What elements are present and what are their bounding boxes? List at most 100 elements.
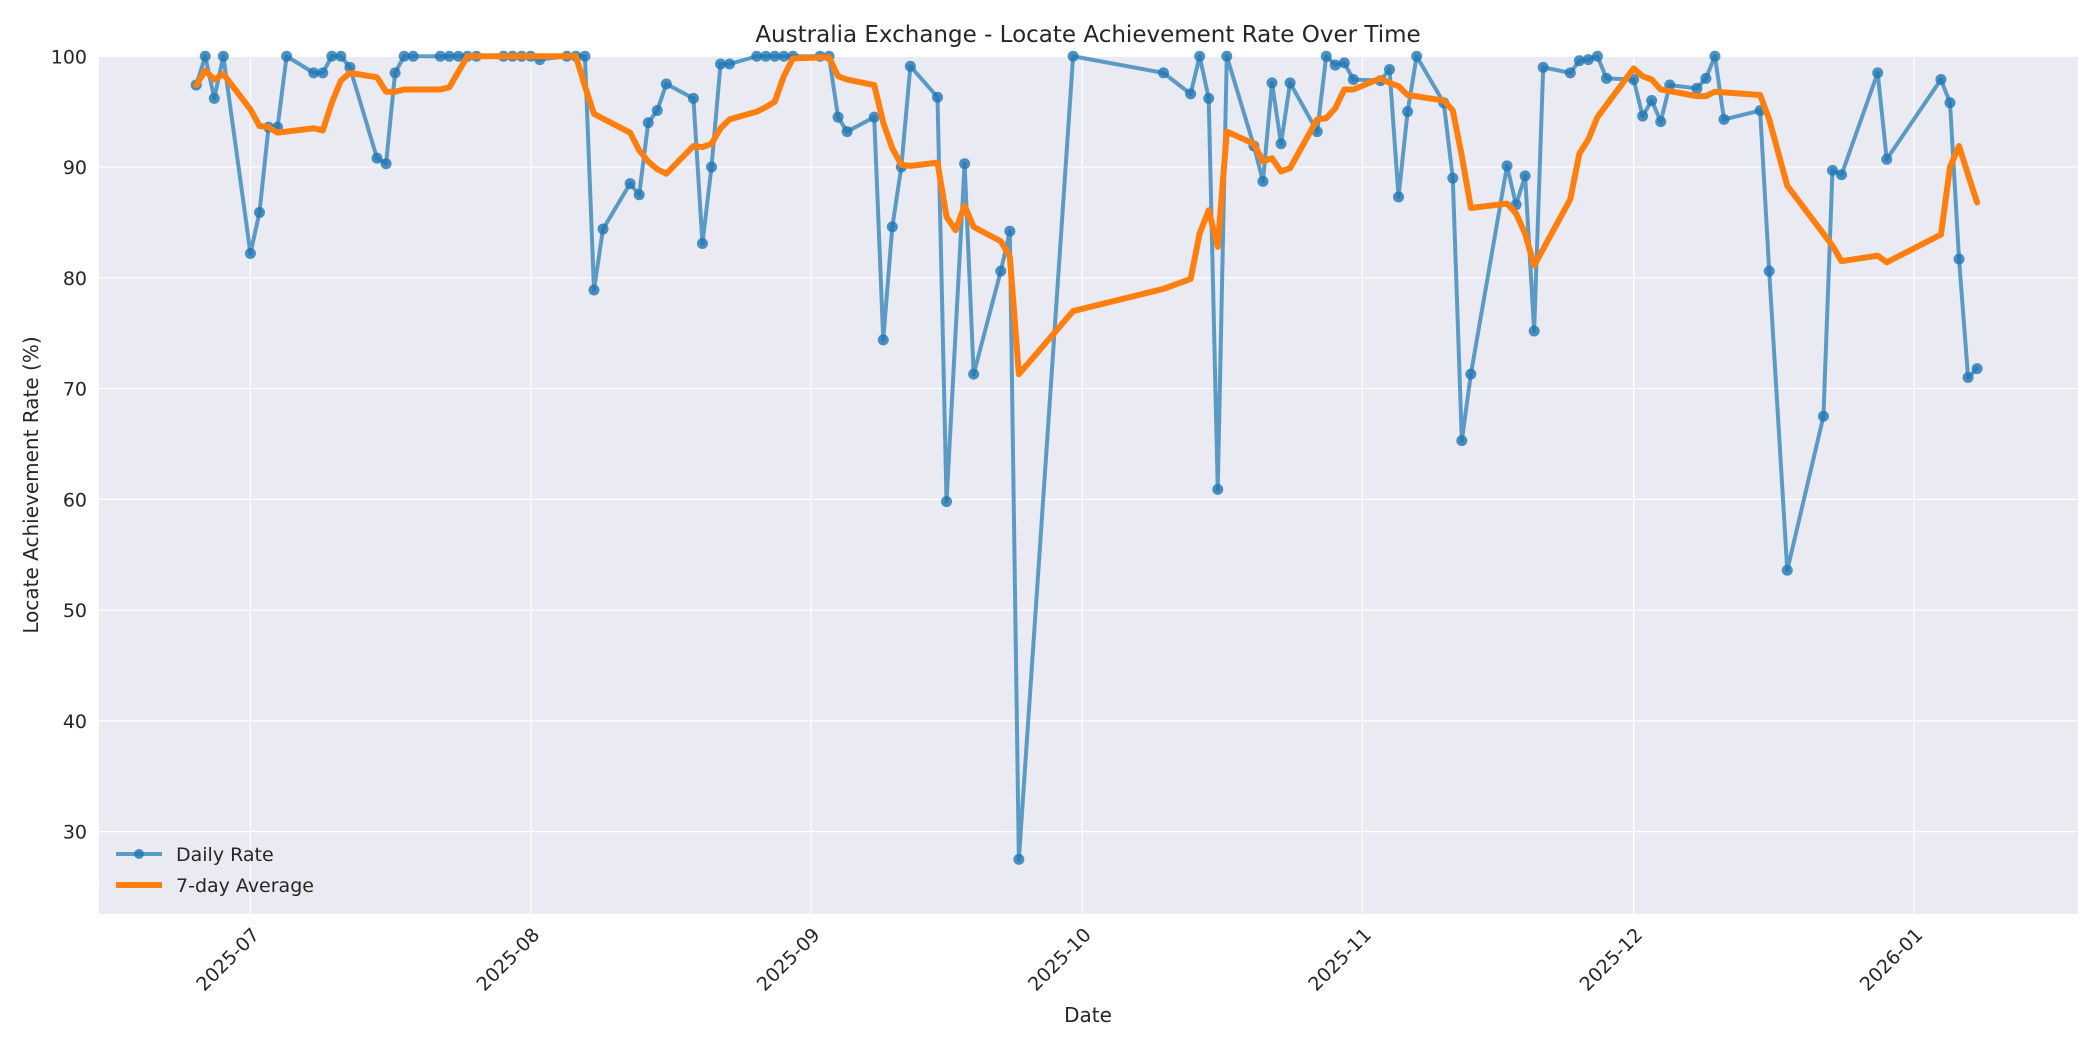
legend-label-daily-rate: Daily Rate [176, 844, 274, 866]
series-daily-rate [190, 50, 1983, 865]
data-point [705, 161, 717, 173]
x-tick-label: 2025-07 [192, 924, 264, 996]
data-point [696, 237, 708, 249]
data-point [1411, 50, 1423, 62]
data-point [588, 284, 600, 296]
data-point [724, 58, 736, 70]
x-tick-label: 2025-09 [753, 924, 825, 996]
data-point [660, 78, 672, 90]
data-point [1347, 74, 1359, 86]
x-tick-label: 2025-10 [1024, 924, 1096, 996]
data-point [1067, 50, 1079, 62]
data-point [715, 58, 727, 70]
y-tick-label: 90 [63, 157, 87, 179]
series-7day-average [193, 53, 1981, 378]
data-point [579, 50, 591, 62]
y-tick-label: 30 [63, 822, 87, 844]
data-point [832, 111, 844, 123]
data-point [624, 178, 636, 190]
data-point [335, 50, 347, 62]
data-point [1655, 116, 1667, 128]
data-point [452, 50, 464, 62]
x-tick-label: 2026-01 [1856, 924, 1928, 996]
data-point [443, 50, 455, 62]
data-point [1158, 67, 1170, 79]
data-point [1637, 110, 1649, 122]
data-point [1393, 191, 1405, 203]
data-point [1402, 106, 1414, 118]
data-point [281, 50, 293, 62]
legend-item-7day-average: 7-day Average [116, 875, 314, 897]
data-point [389, 67, 401, 79]
data-point [1700, 72, 1712, 84]
y-tick-label: 60 [63, 489, 87, 511]
x-axis-label: Date [1064, 1003, 1112, 1027]
data-point [1591, 50, 1603, 62]
y-axis-label: Locate Achievement Rate (%) [19, 336, 43, 633]
data-point [344, 61, 356, 73]
data-point [633, 189, 645, 201]
data-point [1329, 59, 1341, 71]
data-point [1781, 564, 1793, 576]
data-point [1338, 57, 1350, 69]
data-point [1447, 172, 1459, 184]
data-point [932, 91, 943, 103]
data-point [308, 67, 320, 79]
data-point [1944, 97, 1956, 109]
data-point [1718, 113, 1730, 125]
data-point [371, 152, 383, 164]
data-point [1284, 77, 1296, 89]
data-point [326, 50, 338, 62]
data-point [995, 265, 1007, 277]
x-tick-label: 2025-11 [1304, 924, 1376, 996]
data-point [1935, 74, 1947, 86]
y-tick-label: 50 [63, 600, 87, 622]
data-point [208, 92, 220, 104]
data-point [1275, 138, 1287, 150]
data-point [1257, 175, 1269, 187]
data-point [1564, 67, 1576, 79]
data-point [904, 60, 916, 72]
data-point [1004, 225, 1016, 237]
data-point [1953, 253, 1965, 265]
data-point [1465, 368, 1477, 380]
data-point [217, 50, 229, 62]
data-point [1836, 169, 1848, 181]
data-point [1826, 164, 1838, 176]
data-point [1194, 50, 1206, 62]
legend-label-7day-average: 7-day Average [176, 875, 314, 897]
data-point [380, 158, 392, 170]
data-point [841, 126, 853, 138]
data-point [968, 368, 980, 380]
data-point [886, 221, 898, 233]
data-point [941, 496, 953, 508]
data-point [1600, 72, 1612, 84]
data-point [398, 50, 410, 62]
data-point [1528, 325, 1540, 337]
x-axis-ticks: 2025-07 2025-08 2025-09 2025-10 2025-11 2025-… [192, 924, 1927, 996]
data-point [1266, 77, 1278, 89]
data-point [1573, 55, 1585, 67]
data-point [317, 67, 329, 79]
y-tick-label: 80 [63, 268, 87, 290]
y-axis-ticks: 30 40 50 60 70 80 90 100 [51, 46, 87, 843]
data-point [1962, 371, 1974, 383]
data-point [1881, 153, 1893, 165]
data-point [1582, 54, 1594, 66]
data-point [877, 334, 889, 346]
data-point [1185, 88, 1197, 100]
data-point [407, 50, 419, 62]
data-point [751, 50, 763, 62]
chart-title: Australia Exchange - Locate Achievement … [755, 22, 1420, 48]
data-point [687, 92, 699, 104]
data-point [1013, 853, 1025, 865]
data-point [778, 50, 790, 62]
data-point [1320, 50, 1332, 62]
data-point [1709, 50, 1721, 62]
data-point [244, 247, 256, 259]
x-tick-label: 2025-08 [473, 924, 545, 996]
plot-area [99, 56, 2078, 914]
y-tick-label: 100 [51, 46, 87, 68]
x-tick-label: 2025-12 [1575, 924, 1647, 996]
